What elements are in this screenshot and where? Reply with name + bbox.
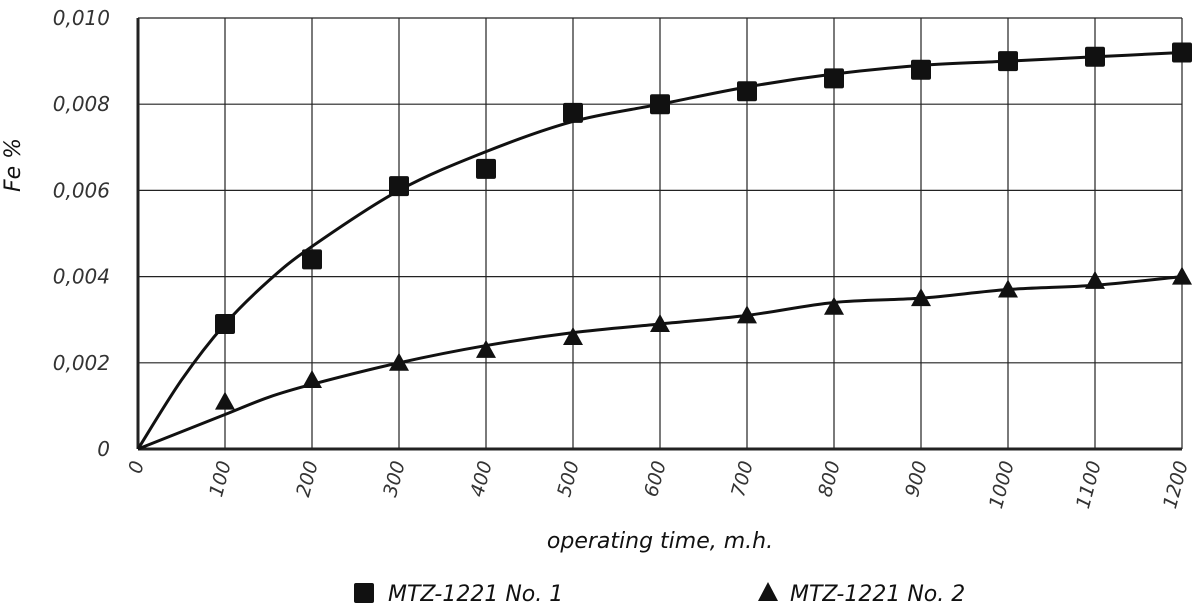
legend-label-series-2: MTZ-1221 No. 2 [790, 582, 965, 607]
series-2-point [215, 391, 235, 410]
legend-label-series-1: MTZ-1221 No. 1 [388, 582, 563, 607]
y-tick-label: 0,002 [53, 351, 110, 375]
x-tick-label: 200 [292, 459, 323, 500]
legend-square-marker [354, 583, 374, 603]
x-tick-label: 900 [901, 459, 932, 500]
y-tick-label: 0 [97, 437, 110, 461]
series-2-point [998, 279, 1018, 298]
x-tick-label: 500 [553, 459, 584, 500]
y-axis-label: Fe % [1, 138, 26, 192]
x-tick-label: 0 [124, 459, 148, 476]
series-1-point [650, 94, 670, 115]
series-2-point [563, 326, 583, 345]
series-2-point [911, 288, 931, 307]
series-2-point [737, 305, 757, 324]
series-2-point [650, 314, 670, 333]
legend-triangle-marker [758, 582, 778, 601]
series-2-point [824, 296, 844, 315]
x-tick-label: 800 [814, 459, 845, 500]
data-markers [215, 42, 1192, 410]
series-1-point [389, 176, 409, 197]
legend: MTZ-1221 No. 1 MTZ-1221 No. 2 [354, 582, 965, 607]
x-tick-label: 1100 [1072, 459, 1106, 511]
series-2-point [302, 370, 322, 389]
x-tick-labels: 0 100 200 300 400 500 600 700 800 900 1000 1100 1200 [124, 459, 1192, 511]
x-tick-label: 100 [205, 459, 236, 500]
series-2-point [476, 339, 496, 358]
x-tick-label: 1000 [985, 459, 1019, 511]
series-1-point [476, 158, 496, 179]
x-tick-label: 1200 [1159, 459, 1193, 511]
x-tick-label: 600 [640, 459, 671, 500]
series-1-point [737, 81, 757, 102]
series-1-point [824, 68, 844, 89]
y-tick-label: 0,006 [53, 178, 110, 202]
series-1-point [1085, 46, 1105, 67]
grid-lines [136, 17, 1183, 451]
series-2-point [1085, 270, 1105, 289]
x-tick-label: 300 [379, 459, 410, 500]
y-tick-label: 0,008 [53, 92, 110, 116]
series-1-point [998, 51, 1018, 72]
y-tick-labels: 0 0,002 0,004 0,006 0,008 0,010 [53, 6, 110, 461]
series-2-fit-line [137, 275, 1183, 451]
series-1-point [911, 59, 931, 80]
x-tick-label: 700 [727, 459, 758, 500]
series-1-point [1172, 42, 1192, 63]
series-2-point [389, 352, 409, 371]
series-1-point [302, 249, 322, 270]
series-1-point [563, 102, 583, 123]
x-axis-label: operating time, m.h. [547, 529, 773, 554]
x-tick-label: 400 [466, 459, 497, 500]
y-tick-label: 0,010 [53, 6, 110, 30]
y-tick-label: 0,004 [53, 265, 110, 289]
series-2-point [1172, 266, 1192, 285]
series-1-point [215, 314, 235, 335]
